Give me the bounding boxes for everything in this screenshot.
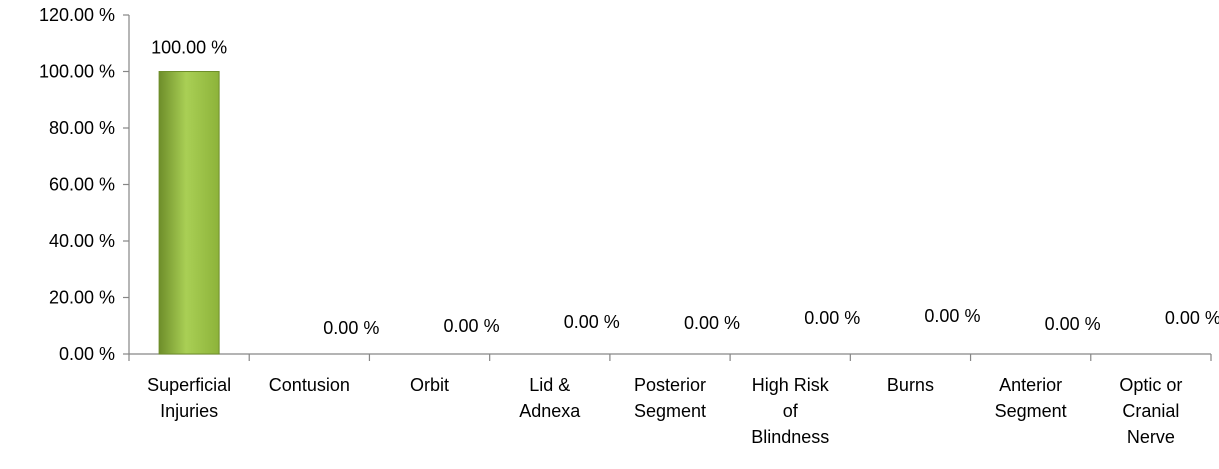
x-tick-label: Orbit — [410, 375, 449, 395]
y-tick-label: 20.00 % — [49, 288, 115, 308]
y-tick-label: 0.00 % — [59, 344, 115, 364]
data-label: 100.00 % — [151, 38, 227, 58]
x-tick-label: Superficial Injuries — [147, 375, 231, 421]
x-tick-label: Anterior Segment — [995, 375, 1067, 421]
data-label: 0.00 % — [924, 306, 980, 326]
x-tick-label: Contusion — [269, 375, 350, 395]
data-label: 0.00 % — [444, 316, 500, 336]
x-tick-label: High Risk of Blindness — [751, 375, 830, 447]
bars — [158, 71, 220, 355]
data-label: 0.00 % — [564, 312, 620, 332]
data-label: 0.00 % — [684, 313, 740, 333]
x-tick-label: Optic or Cranial Nerve — [1119, 375, 1182, 447]
x-tick-label: Burns — [887, 375, 934, 395]
labels: 0.00 % 20.00 % 40.00 % 60.00 % 80.00 % 100.00… — [39, 5, 1219, 447]
data-label: 0.00 % — [323, 318, 379, 338]
x-tick-label: Lid & Adnexa — [519, 375, 581, 421]
y-tick-label: 60.00 % — [49, 175, 115, 195]
y-tick-label: 120.00 % — [39, 5, 115, 25]
x-tick-label: Posterior Segment — [634, 375, 706, 421]
data-label: 0.00 % — [804, 308, 860, 328]
bar — [158, 71, 220, 355]
axes — [123, 14, 1212, 361]
data-label: 0.00 % — [1165, 308, 1219, 328]
data-label: 0.00 % — [1045, 314, 1101, 334]
y-tick-label: 80.00 % — [49, 118, 115, 138]
y-tick-label: 100.00 % — [39, 62, 115, 82]
y-tick-label: 40.00 % — [49, 231, 115, 251]
